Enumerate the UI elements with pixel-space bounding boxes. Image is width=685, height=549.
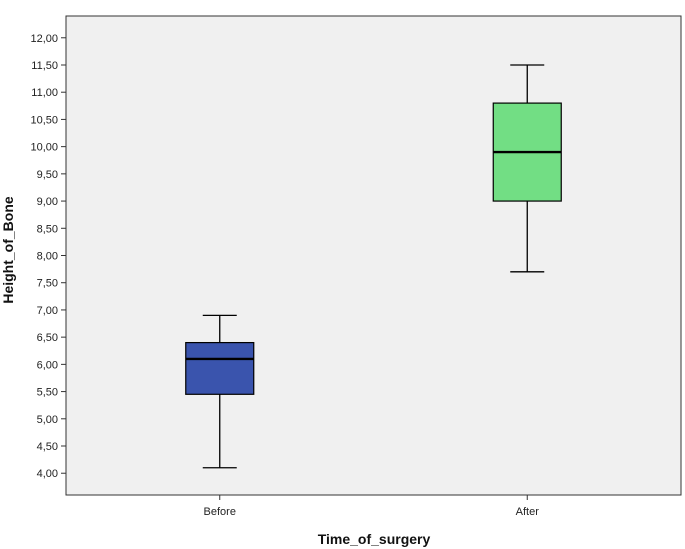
- boxes: [185, 64, 562, 469]
- plot-area: [65, 15, 682, 496]
- y-tick-label: 7,00: [37, 305, 58, 317]
- y-tick-label: 11,50: [31, 60, 58, 72]
- x-axis-title: Time_of_surgery: [318, 531, 431, 547]
- y-tick-label: 9,50: [37, 169, 58, 181]
- y-axis: 4,00 4,50 5,00 5,50 6,00 6,50 7,00 7,50 8,00 8,50…: [30, 33, 66, 480]
- y-tick-label: 4,50: [37, 441, 58, 453]
- x-tick-label-before: Before: [204, 506, 236, 518]
- y-tick-label: 5,50: [37, 387, 58, 399]
- x-axis: Before After: [204, 495, 540, 518]
- y-tick-label: 12,00: [30, 33, 58, 45]
- box-after: [492, 64, 562, 273]
- box-before: [185, 314, 255, 469]
- y-tick-label: 7,50: [37, 278, 58, 290]
- y-tick-label: 4,00: [37, 468, 58, 480]
- y-tick-label: 6,00: [37, 359, 58, 371]
- y-tick-label: 10,50: [30, 114, 58, 126]
- y-tick-label: 11,00: [31, 87, 58, 99]
- iqr-box: [185, 341, 255, 395]
- x-tick-label-after: After: [516, 506, 540, 518]
- y-axis-title: Height_of_Bone: [0, 196, 16, 304]
- y-tick-label: 8,50: [37, 223, 58, 235]
- y-tick-label: 6,50: [37, 332, 58, 344]
- y-tick-label: 10,00: [30, 142, 58, 154]
- y-tick-label: 8,00: [37, 251, 58, 263]
- y-tick-label: 9,00: [37, 196, 58, 208]
- y-tick-label: 5,00: [37, 414, 58, 426]
